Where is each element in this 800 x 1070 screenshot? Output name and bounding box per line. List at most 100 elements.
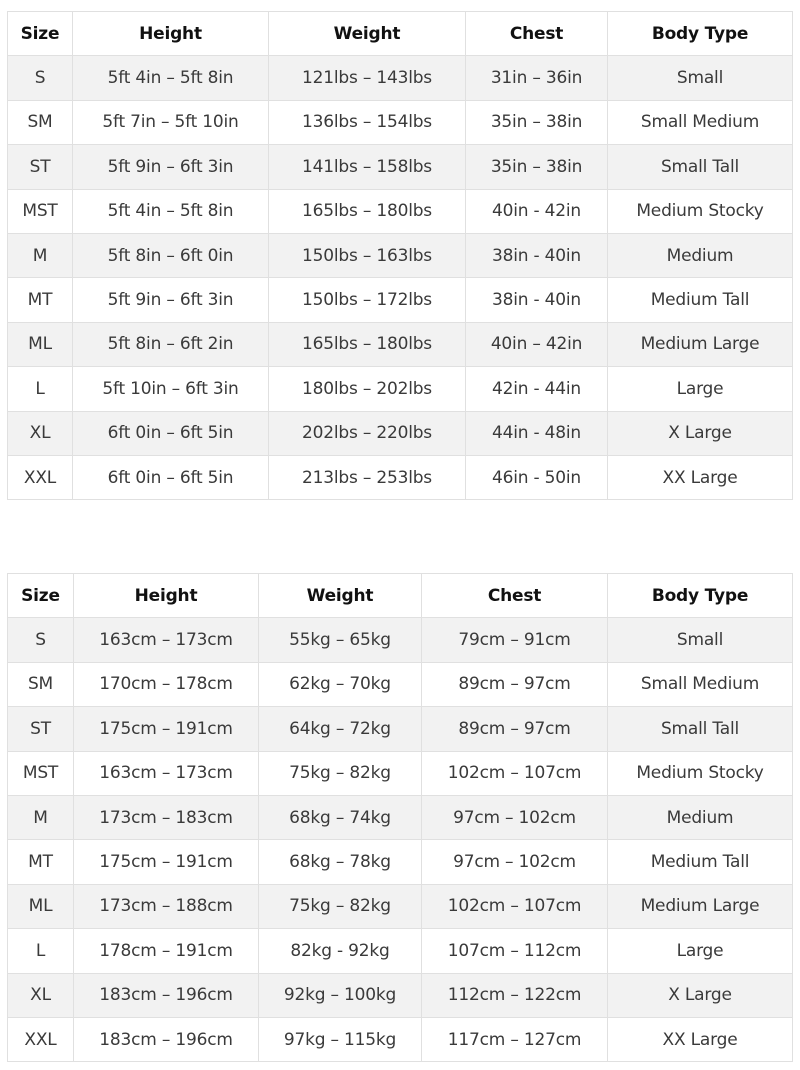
table-cell: S (7, 617, 74, 663)
table-cell: 92kg – 100kg (258, 972, 422, 1018)
table-cell: SM (7, 99, 73, 146)
size-chart-metric: Size Height Weight Chest Body Type S 163cm – … (7, 572, 793, 1063)
table-cell: XX Large (607, 454, 793, 501)
table-cell: 89cm – 97cm (421, 706, 608, 752)
table-row: MT 5ft 9in – 6ft 3in 150lbs – 172lbs 38in -… (7, 277, 793, 323)
table-cell: Medium Large (607, 883, 793, 930)
table-row: ST 5ft 9in – 6ft 3in 141lbs – 158lbs 35in –… (7, 144, 793, 190)
table-row: S 163cm – 173cm 55kg – 65kg 79cm – 91cm Smal… (7, 617, 793, 663)
size-chart-imperial: Size Height Weight Chest Body Type S 5ft 4in … (7, 10, 793, 501)
table-cell: 183cm – 196cm (73, 1016, 259, 1063)
table-cell: 102cm – 107cm (421, 883, 608, 930)
table-cell: 165lbs – 180lbs (268, 188, 466, 234)
table-cell: 163cm – 173cm (73, 750, 259, 796)
table-row: MST 163cm – 173cm 75kg – 82kg 102cm – 107cm… (7, 750, 793, 796)
table-cell: Medium Stocky (607, 188, 793, 234)
table-cell: MT (7, 277, 73, 323)
table-cell: 97kg – 115kg (258, 1016, 422, 1063)
table-cell: 136lbs – 154lbs (268, 99, 466, 146)
table-cell: Medium Stocky (607, 750, 793, 796)
table-cell: ST (7, 706, 74, 752)
table-cell: XL (7, 972, 74, 1018)
table-cell: 107cm – 112cm (421, 928, 608, 974)
table-cell: 68kg – 74kg (258, 794, 422, 841)
table-cell: 163cm – 173cm (73, 617, 259, 663)
table-cell: 5ft 4in – 5ft 8in (72, 55, 269, 101)
table-cell: Large (607, 928, 793, 974)
header-row: Size Height Weight Chest Body Type (7, 10, 793, 57)
table-cell: 5ft 9in – 6ft 3in (72, 144, 269, 190)
table-cell: 5ft 8in – 6ft 0in (72, 232, 269, 279)
table-cell: 5ft 10in – 6ft 3in (72, 366, 269, 412)
table-cell: 121lbs – 143lbs (268, 55, 466, 101)
table-cell: Medium (607, 232, 793, 279)
table-row: SM 170cm – 178cm 62kg – 70kg 89cm – 97cm Sma… (7, 661, 793, 708)
table-cell: 213lbs – 253lbs (268, 454, 466, 501)
table-cell: SM (7, 661, 74, 708)
table-row: ML 173cm – 188cm 75kg – 82kg 102cm – 107cm M… (7, 883, 793, 930)
table-cell: MST (7, 750, 74, 796)
table-cell: XXL (7, 454, 73, 501)
table-cell: 79cm – 91cm (421, 617, 608, 663)
table-cell: 40in – 42in (465, 321, 608, 368)
table-cell: Small (607, 55, 793, 101)
column-header: Weight (268, 10, 466, 57)
table-cell: L (7, 366, 73, 412)
table-cell: X Large (607, 972, 793, 1018)
table-cell: 183cm – 196cm (73, 972, 259, 1018)
table-cell: Small Tall (607, 706, 793, 752)
table-cell: 44in - 48in (465, 410, 608, 456)
table-row: ML 5ft 8in – 6ft 2in 165lbs – 180lbs 40in –… (7, 321, 793, 368)
column-header: Size (7, 10, 73, 57)
table-row: XXL 183cm – 196cm 97kg – 115kg 117cm – 127c… (7, 1016, 793, 1063)
table-cell: Small (607, 617, 793, 663)
table-cell: 55kg – 65kg (258, 617, 422, 663)
table-cell: Medium Large (607, 321, 793, 368)
table-cell: 40in - 42in (465, 188, 608, 234)
table-cell: 38in - 40in (465, 277, 608, 323)
table-cell: 141lbs – 158lbs (268, 144, 466, 190)
table-cell: 173cm – 183cm (73, 794, 259, 841)
table-row: S 5ft 4in – 5ft 8in 121lbs – 143lbs 31in – … (7, 55, 793, 101)
table-cell: 180lbs – 202lbs (268, 366, 466, 412)
table-cell: 42in - 44in (465, 366, 608, 412)
table-cell: 5ft 9in – 6ft 3in (72, 277, 269, 323)
table-cell: X Large (607, 410, 793, 456)
table-row: SM 5ft 7in – 5ft 10in 136lbs – 154lbs 35in … (7, 99, 793, 146)
table-cell: 5ft 7in – 5ft 10in (72, 99, 269, 146)
table-cell: 64kg – 72kg (258, 706, 422, 752)
table-cell: L (7, 928, 74, 974)
table-cell: 46in - 50in (465, 454, 608, 501)
table-cell: 112cm – 122cm (421, 972, 608, 1018)
table-cell: 150lbs – 172lbs (268, 277, 466, 323)
table-cell: XL (7, 410, 73, 456)
table-cell: 175cm – 191cm (73, 839, 259, 885)
table-row: L 178cm – 191cm 82kg - 92kg 107cm – 112cm La… (7, 928, 793, 974)
table-row: XL 6ft 0in – 6ft 5in 202lbs – 220lbs 44in -… (7, 410, 793, 456)
table-cell: 175cm – 191cm (73, 706, 259, 752)
table-cell: 6ft 0in – 6ft 5in (72, 410, 269, 456)
table-cell: M (7, 232, 73, 279)
table-row: XL 183cm – 196cm 92kg – 100kg 112cm – 122cm… (7, 972, 793, 1018)
table-cell: 178cm – 191cm (73, 928, 259, 974)
table-cell: 202lbs – 220lbs (268, 410, 466, 456)
table-cell: 35in – 38in (465, 144, 608, 190)
table-cell: Medium (607, 794, 793, 841)
table-row: M 173cm – 183cm 68kg – 74kg 97cm – 102cm Med… (7, 794, 793, 841)
table-cell: Small Medium (607, 99, 793, 146)
table-cell: 97cm – 102cm (421, 839, 608, 885)
table-cell: 75kg – 82kg (258, 750, 422, 796)
header-row: Size Height Weight Chest Body Type (7, 572, 793, 619)
table-row: M 5ft 8in – 6ft 0in 150lbs – 163lbs 38in - … (7, 232, 793, 279)
table-cell: ST (7, 144, 73, 190)
table-cell: Medium Tall (607, 277, 793, 323)
table-cell: 38in - 40in (465, 232, 608, 279)
table-cell: 31in – 36in (465, 55, 608, 101)
table-row: MST 5ft 4in – 5ft 8in 165lbs – 180lbs 40in … (7, 188, 793, 234)
table-cell: 97cm – 102cm (421, 794, 608, 841)
table-row: ST 175cm – 191cm 64kg – 72kg 89cm – 97cm Sma… (7, 706, 793, 752)
column-header: Chest (421, 572, 608, 619)
column-header: Height (73, 572, 259, 619)
column-header: Size (7, 572, 74, 619)
table-cell: 68kg – 78kg (258, 839, 422, 885)
